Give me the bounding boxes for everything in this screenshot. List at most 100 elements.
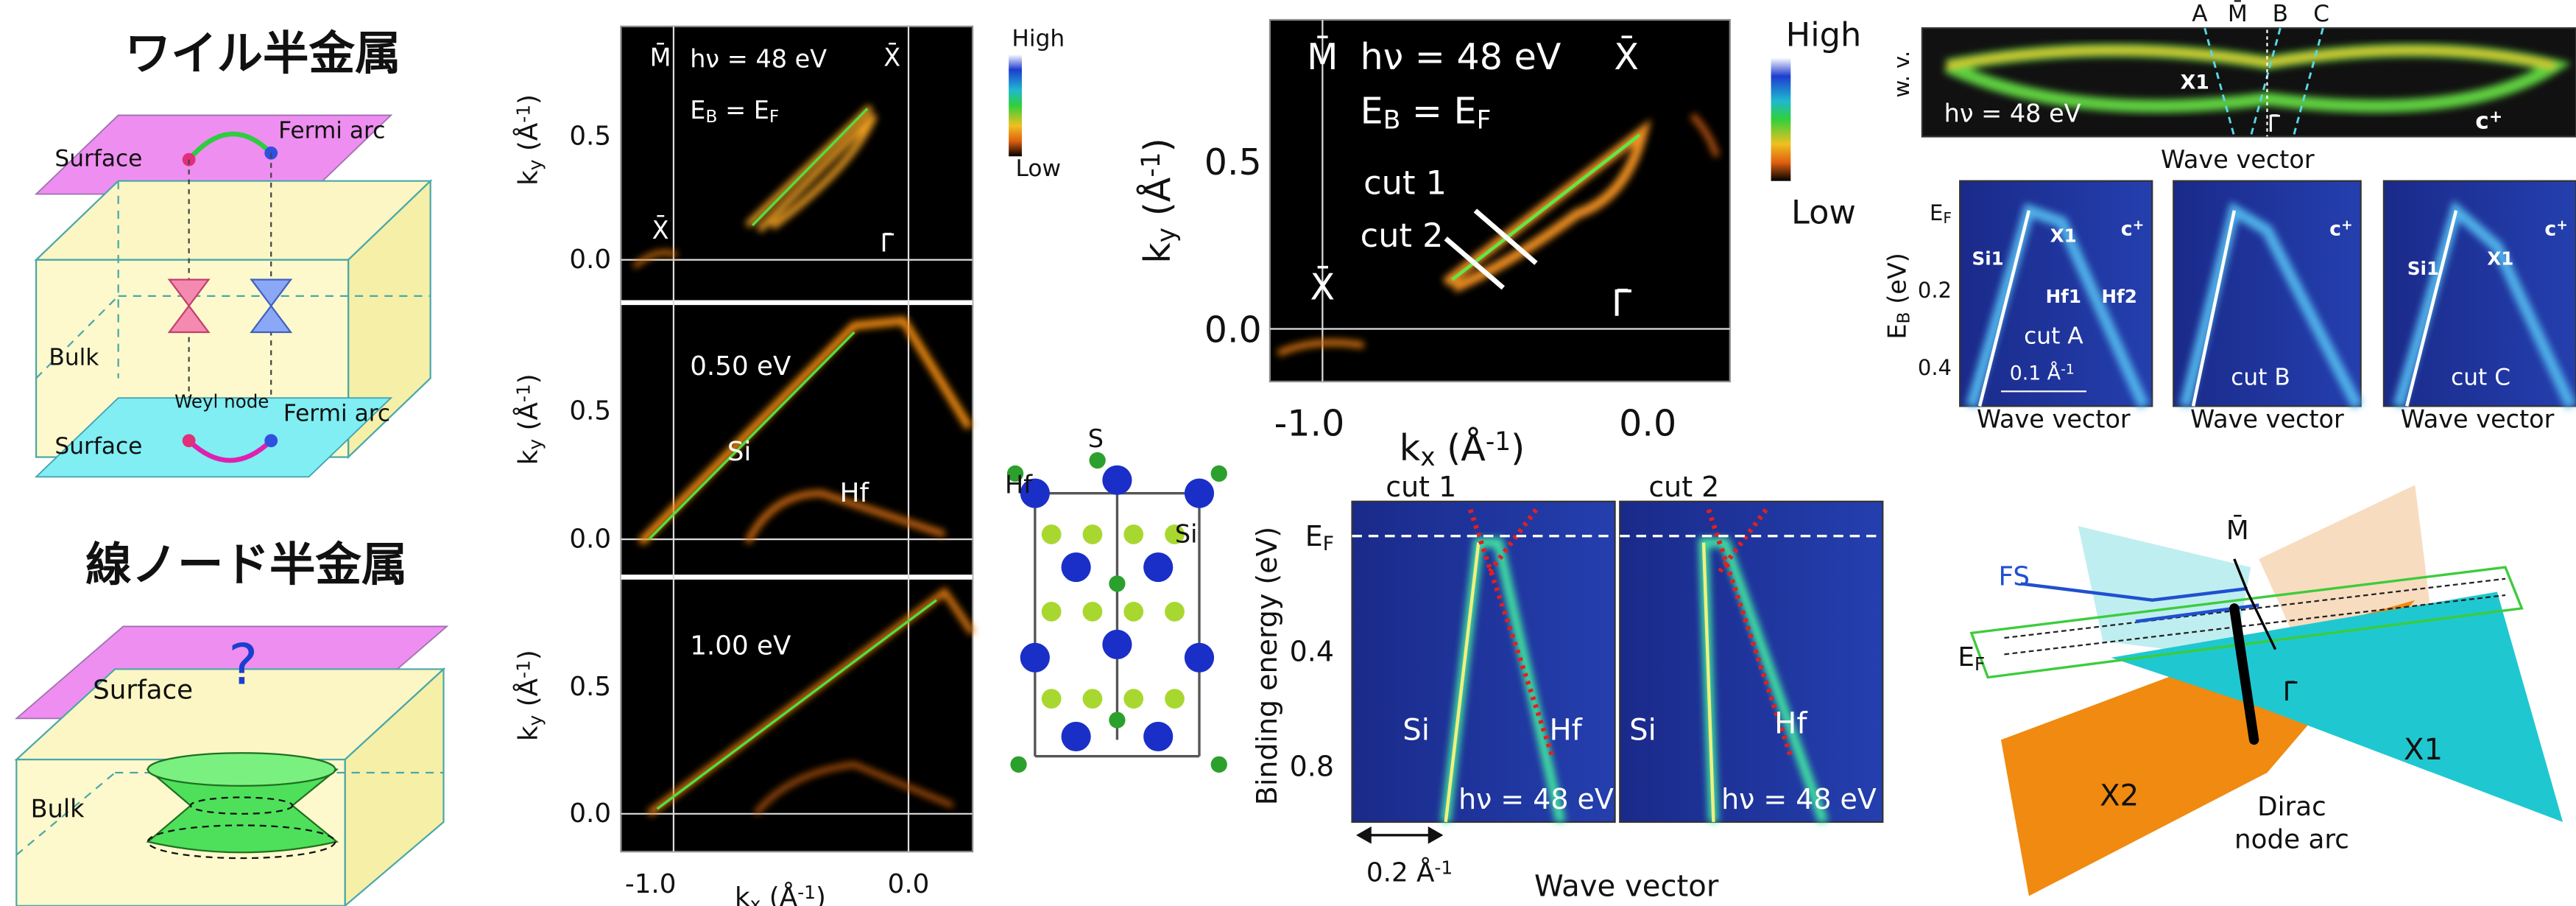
label: X1 <box>2181 71 2209 94</box>
label: -1.0 <box>1274 402 1345 445</box>
text-part: F <box>1477 106 1492 136</box>
label: Hf2 <box>2102 286 2137 307</box>
label: cut 1 <box>1363 164 1447 203</box>
label: 0.4 <box>1290 635 1334 667</box>
label: ky (Å-1) <box>512 373 546 465</box>
label: Low <box>1791 194 1856 232</box>
text-part: (Å <box>512 122 544 159</box>
label: ky (Å-1) <box>512 94 546 186</box>
label: 0.5 <box>1204 141 1262 183</box>
label: 0.50 eV <box>690 351 791 382</box>
label: w. v. <box>1889 51 1914 98</box>
label: EB = EF <box>1361 90 1492 136</box>
text-part: + <box>2133 218 2145 233</box>
text-part: 0.2 Å <box>1366 856 1435 888</box>
label: 0.0 <box>569 524 611 554</box>
label: EF <box>1305 520 1334 555</box>
text-part: F <box>769 106 779 127</box>
label: X̄ <box>883 42 900 71</box>
label: 0.5 <box>569 672 611 702</box>
text-part: F <box>1975 653 1985 674</box>
text-part: B <box>1383 106 1401 136</box>
label: Surface <box>54 433 142 460</box>
text-part: + <box>2556 218 2568 233</box>
label: 0.0 <box>569 245 611 275</box>
text-part: -1 <box>513 660 534 678</box>
label: Surface <box>54 146 142 172</box>
text-part: -1 <box>797 882 816 903</box>
label: EB = EF <box>690 96 779 127</box>
label: FS <box>1999 562 2030 592</box>
label: Fermi arc <box>283 400 390 426</box>
text-part: F <box>1323 533 1334 555</box>
label: cut C <box>2451 364 2510 390</box>
label: kx (Å-1) <box>1400 426 1525 472</box>
text-part: + <box>2489 108 2502 126</box>
label: cut 2 <box>1648 471 1719 503</box>
text-part: E <box>1958 642 1975 673</box>
text-part: ) <box>1136 138 1179 152</box>
label: 0.0 <box>569 798 611 829</box>
label: 0.5 <box>569 396 611 426</box>
text-part: -1 <box>1486 427 1511 457</box>
label: node arc <box>2234 825 2349 855</box>
label: 0.0 <box>1204 308 1262 351</box>
text-part: E <box>1883 323 1912 339</box>
label: C <box>2313 1 2329 27</box>
label: Wave vector <box>2190 404 2344 433</box>
text-part: c <box>2544 217 2556 240</box>
figure: ワイル半金属SurfaceFermi arcBulkWeyl nodeSurfa… <box>0 0 2576 906</box>
label: EF <box>1958 642 1985 675</box>
label: Si1 <box>1972 247 2004 269</box>
text-part: (Å <box>512 678 544 714</box>
text-part: y <box>524 714 546 726</box>
crystal-structure <box>1007 452 1227 773</box>
label: 0.0 <box>888 869 930 899</box>
label: Surface <box>93 675 193 706</box>
text-part: c <box>2475 108 2489 134</box>
label: Hf <box>1774 706 1807 740</box>
label: X̄ <box>652 215 669 245</box>
label: 0.4 <box>1918 355 1952 380</box>
label: 0.2 Å-1 <box>1366 856 1453 888</box>
label: Γ̄ <box>2268 111 2281 138</box>
label: hν = 48 eV <box>1944 99 2081 127</box>
label: Hf1 <box>2046 286 2081 307</box>
label: Binding energy (eV) <box>1251 527 1283 805</box>
text-part: B <box>1894 312 1914 323</box>
label: 0.0 <box>1619 402 1676 445</box>
label: Low <box>1016 155 1062 182</box>
text-part: ) <box>816 882 826 906</box>
label: Si <box>727 437 752 467</box>
label: 1.00 eV <box>690 631 791 661</box>
label: A <box>2192 1 2208 27</box>
text-part: k <box>514 449 544 465</box>
label: Hf <box>1549 713 1582 747</box>
label: X̄ <box>1614 35 1639 78</box>
text-part: (Å <box>761 881 797 906</box>
text-part: E <box>690 96 705 124</box>
label: kx (Å-1) <box>735 881 826 906</box>
label: Weyl node <box>174 391 269 412</box>
text-part: ) <box>514 650 544 660</box>
label: hν = 48 eV <box>1361 35 1562 78</box>
text-part: x <box>1420 443 1435 473</box>
label: Wave vector <box>2401 404 2555 433</box>
label: 線ノード半金属 <box>85 538 407 591</box>
label: Γ̄ <box>1612 282 1632 325</box>
label: Wave vector <box>1534 869 1719 903</box>
text-part: -1 <box>1434 857 1453 878</box>
label: Si1 <box>2407 258 2439 279</box>
label: Γ̄ <box>881 229 894 258</box>
label: S <box>1088 424 1104 453</box>
text-part: c <box>2329 217 2341 240</box>
text-part: ) <box>1511 426 1525 469</box>
text-part: (Å <box>512 402 544 439</box>
text-part: k <box>1400 426 1421 469</box>
page: ワイル半金属SurfaceFermi arcBulkWeyl nodeSurfa… <box>0 0 2576 906</box>
text-part: (eV) <box>1883 253 1912 312</box>
text-part: F <box>1943 210 1952 228</box>
fs-maps <box>621 27 1022 851</box>
label: High <box>1786 16 1862 55</box>
text-part: B <box>705 106 717 127</box>
